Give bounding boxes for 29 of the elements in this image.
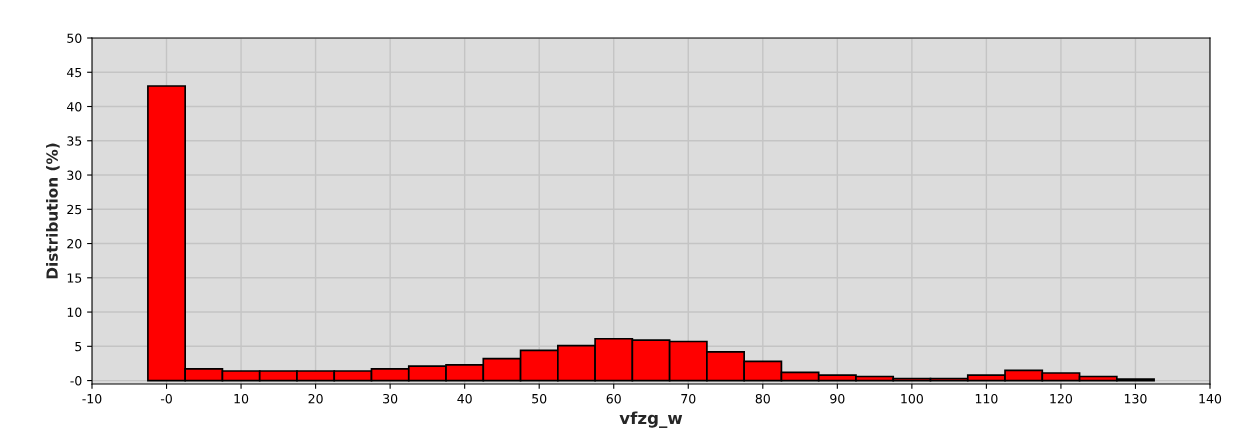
x-tick-label: 130 xyxy=(1124,393,1147,404)
x-tick-label: 120 xyxy=(1050,393,1073,404)
x-tick-label: 100 xyxy=(901,393,923,404)
y-axis-title: Distribution (%) xyxy=(46,143,60,279)
x-tick-label: -0 xyxy=(160,393,172,404)
x-tick-label: 70 xyxy=(681,393,696,404)
y-tick-label: 10 xyxy=(67,307,82,317)
y-tick-label: 50 xyxy=(67,33,82,43)
y-tick-label: 15 xyxy=(67,273,82,283)
x-tick-label: 90 xyxy=(830,393,845,404)
x-tick-label: 20 xyxy=(308,393,323,404)
y-tick-label: 5 xyxy=(75,341,82,352)
y-tick-label: 40 xyxy=(66,101,82,112)
y-tick-label: 35 xyxy=(67,136,82,146)
x-tick-label: 50 xyxy=(532,393,547,404)
x-tick-label: 80 xyxy=(755,393,770,404)
x-tick-label: 30 xyxy=(383,393,398,404)
x-tick-label: 10 xyxy=(234,393,249,404)
y-tick-label: -0 xyxy=(70,376,82,386)
x-tick-label: 110 xyxy=(975,393,998,404)
x-axis-title: vfzg_w xyxy=(619,411,683,428)
x-tick-label: -10 xyxy=(82,393,102,404)
x-tick-label: 40 xyxy=(457,393,472,404)
y-tick-label: 25 xyxy=(67,204,82,215)
y-tick-label: 20 xyxy=(67,239,82,249)
y-tick-label: 30 xyxy=(67,170,82,180)
y-tick-label: 45 xyxy=(66,67,82,78)
x-tick-label: 140 xyxy=(1199,393,1222,404)
x-tick-label: 60 xyxy=(606,393,621,404)
